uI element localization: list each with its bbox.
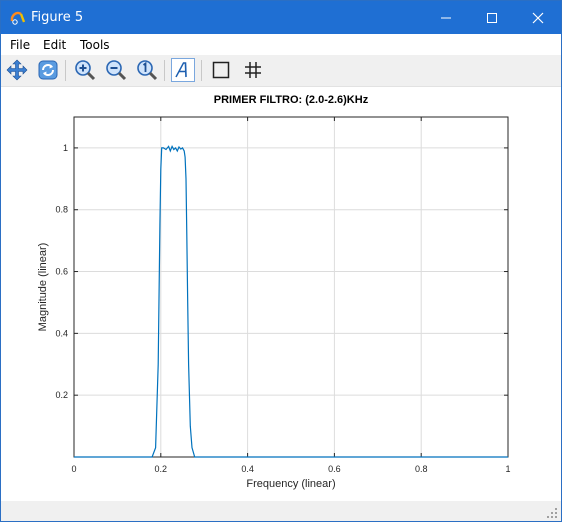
grid-button[interactable] [241, 58, 265, 82]
maximize-icon [487, 12, 497, 23]
figure-toolbar [1, 55, 561, 87]
y-tick-label: 0.6 [55, 267, 68, 277]
toolbar-separator [201, 60, 202, 81]
rotate-icon [38, 60, 58, 80]
x-axis-label: Frequency (linear) [246, 478, 335, 490]
zoom-reset-button[interactable] [135, 58, 159, 82]
status-bar [1, 501, 561, 521]
y-tick-label: 0.2 [55, 390, 68, 400]
menu-edit[interactable]: Edit [43, 38, 67, 52]
box-button[interactable] [209, 58, 233, 82]
pan-icon [6, 59, 28, 81]
series-line [74, 144, 508, 458]
rotate-button[interactable] [36, 58, 60, 82]
chart-title: PRIMER FILTRO: (2.0-2.6)KHz [214, 94, 369, 106]
maximize-button[interactable] [469, 1, 515, 34]
zoom-out-button[interactable] [104, 58, 128, 82]
y-axis-label: Magnitude (linear) [37, 243, 49, 332]
x-tick-label: 0.8 [415, 464, 428, 474]
close-button[interactable] [515, 1, 561, 34]
text-annotation-icon [175, 62, 187, 78]
menu-file[interactable]: File [10, 38, 31, 52]
chart-svg: PRIMER FILTRO: (2.0-2.6)KHz 0 0.2 0.4 0.6 0.… [37, 94, 511, 490]
zoom-out-icon [106, 60, 127, 81]
zoom-in-icon [75, 60, 96, 81]
x-tick-label: 0.6 [328, 464, 341, 474]
menu-tools[interactable]: Tools [80, 38, 110, 52]
y-tick-label: 0.4 [55, 328, 68, 338]
menu-bar: File Edit Tools [1, 34, 561, 55]
text-annotation-button[interactable] [171, 58, 195, 82]
y-tick-label: 1 [63, 143, 68, 153]
grid-lines [74, 117, 508, 457]
title-bar: Figure 5 [1, 1, 561, 34]
y-tick-label: 0.8 [55, 205, 68, 215]
minimize-icon [441, 17, 451, 18]
x-tick-label: 1 [505, 464, 510, 474]
zoom-reset-icon [137, 60, 158, 81]
toolbar-separator [65, 60, 66, 81]
plot-area: PRIMER FILTRO: (2.0-2.6)KHz 0 0.2 0.4 0.6 0.… [1, 87, 561, 500]
pan-button[interactable] [5, 58, 29, 82]
x-tick-label: 0.4 [241, 464, 254, 474]
series-layer [74, 144, 508, 458]
window-title: Figure 5 [31, 10, 84, 25]
axis-ticks: 0 0.2 0.4 0.6 0.8 1 0.2 0.4 0.6 0.8 1 [55, 117, 511, 474]
matlab-figure-icon [9, 9, 27, 27]
axes-box [73, 116, 509, 458]
x-tick-label: 0 [71, 464, 76, 474]
toolbar-separator [164, 60, 165, 81]
grid-icon [245, 62, 261, 78]
x-tick-label: 0.2 [155, 464, 168, 474]
close-icon [532, 12, 544, 23]
minimize-button[interactable] [423, 1, 469, 34]
zoom-in-button[interactable] [73, 58, 97, 82]
box-icon [212, 61, 230, 79]
resize-grip-icon[interactable] [547, 508, 557, 518]
